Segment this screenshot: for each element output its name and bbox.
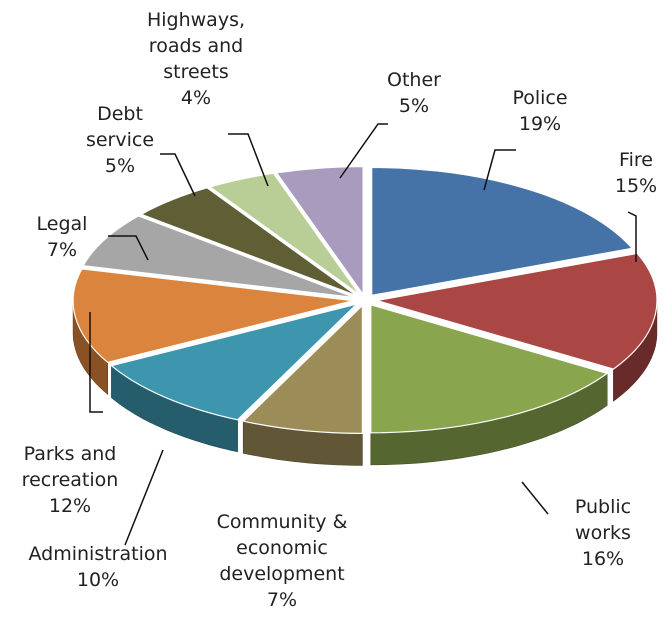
slice-label-line: 7%	[47, 239, 77, 261]
pie-slice	[376, 252, 658, 370]
slice-label-line: 4%	[181, 87, 211, 109]
slice-label-line: development	[219, 563, 344, 585]
slice-label-line: 5%	[105, 155, 135, 177]
leader-line	[160, 153, 196, 197]
slice-label: Other 5%	[387, 69, 441, 117]
slice-label-line: 15%	[615, 175, 657, 197]
leader-line	[339, 123, 388, 179]
slice-label: Community & economic development 7%	[217, 511, 348, 611]
slice-label-line: Legal	[37, 213, 88, 235]
slice-label-line: Parks and	[24, 443, 117, 465]
slice-label-line: 10%	[77, 569, 119, 591]
pie-slice	[241, 303, 363, 435]
leader-line	[483, 149, 516, 191]
leader-line	[228, 133, 269, 187]
slice-label-line: Administration	[28, 543, 167, 565]
slice-label-line: 19%	[519, 113, 561, 135]
pie-slice	[370, 304, 609, 434]
leader-line	[627, 211, 637, 262]
slice-label: Legal 7%	[37, 213, 88, 261]
slice-label-line: Fire	[619, 149, 653, 171]
slice-label: Parks and recreation 12%	[22, 443, 119, 517]
slice-label-line: 5%	[399, 95, 429, 117]
slice-label: Administration 10%	[28, 543, 167, 591]
slice-label: Debt service 5%	[86, 103, 154, 177]
leader-line	[124, 449, 164, 546]
pie-slice	[72, 268, 354, 364]
slice-label-line: 16%	[582, 548, 624, 570]
slice-label-line: economic	[236, 537, 328, 559]
slice-label: Police 19%	[512, 87, 567, 135]
pie-slice	[82, 215, 355, 299]
pie-slice	[371, 166, 634, 297]
slice-label-line: Highways,	[147, 9, 245, 31]
pie-slice	[208, 172, 361, 296]
slice-label-line: Other	[387, 69, 441, 91]
slice-label-line: Debt	[97, 103, 143, 125]
pie-slice	[139, 187, 358, 297]
slice-label-line: service	[86, 129, 154, 151]
slice-label: Public works 16%	[575, 496, 631, 570]
slice-label-line: Police	[512, 87, 567, 109]
slice-label-line: streets	[163, 61, 228, 83]
slice-label-line: recreation	[22, 469, 119, 491]
leader-line	[521, 481, 549, 515]
slice-label-line: 7%	[267, 589, 297, 611]
slice-label-line: Community &	[217, 511, 348, 533]
pie-slice	[275, 165, 364, 297]
pie-slice	[110, 302, 359, 421]
slice-label-line: Public	[575, 496, 631, 518]
slice-label-line: 12%	[49, 495, 91, 517]
slice-label-line: works	[575, 522, 631, 544]
slice-label: Highways, roads and streets 4%	[147, 9, 245, 109]
slice-label: Fire 15%	[615, 149, 657, 197]
leader-line	[108, 235, 149, 261]
slice-label-line: roads and	[149, 35, 243, 57]
leader-line	[89, 312, 103, 413]
